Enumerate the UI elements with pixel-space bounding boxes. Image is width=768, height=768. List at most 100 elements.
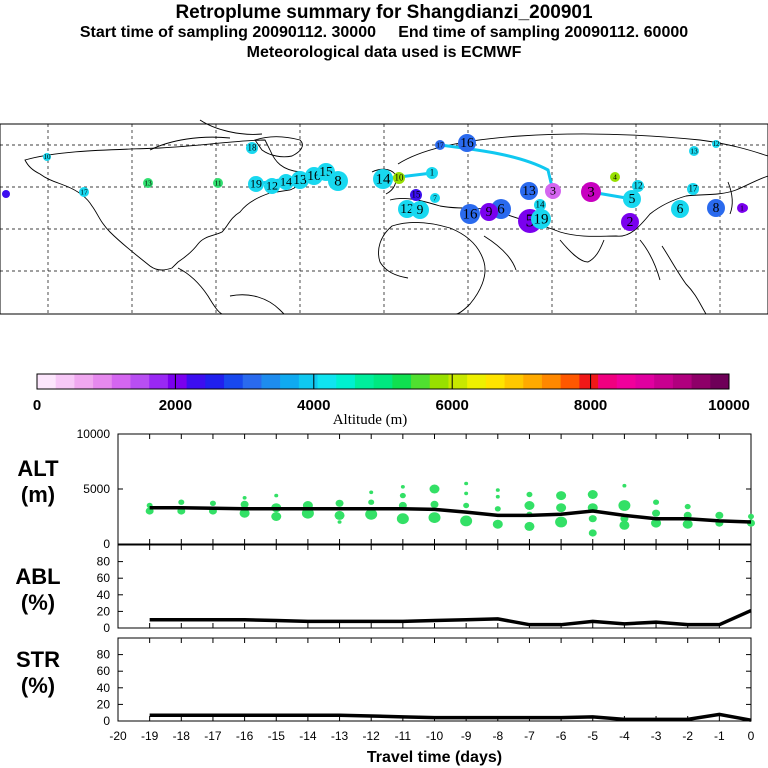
colorbar-swatch (317, 374, 337, 389)
x-tick-label: -14 (299, 729, 317, 743)
alt-point (464, 491, 469, 496)
alt-point (400, 485, 405, 489)
alt-point (682, 519, 693, 529)
plume-label: 9 (486, 204, 493, 219)
plume-label: 13 (690, 146, 698, 155)
x-tick-label: -9 (461, 729, 472, 743)
plume-marker (687, 183, 699, 195)
colorbar-swatch (672, 374, 693, 389)
plume-label: 6 (497, 202, 505, 218)
plume-marker (328, 171, 348, 191)
plume-label: 16 (460, 135, 474, 150)
alt-point (622, 483, 627, 488)
x-tick-label: -15 (268, 729, 286, 743)
x-tick-label: -4 (619, 729, 630, 743)
plume-label: 14 (536, 200, 546, 210)
plume-label: 15 (412, 190, 422, 200)
colorbar-swatch (167, 374, 188, 389)
alt-point (365, 508, 378, 520)
plume-marker (2, 190, 10, 198)
alt-point (524, 521, 535, 531)
plume-label: 1 (740, 203, 744, 212)
colorbar-swatch (504, 374, 524, 389)
alt-point (335, 499, 344, 507)
colorbar-swatch (635, 374, 655, 389)
plume-marker (707, 199, 725, 217)
x-tick-label: 0 (748, 729, 755, 743)
panel-axis-label: (%) (21, 673, 55, 698)
colorbar-swatch (354, 374, 375, 389)
plume-label: 10 (44, 153, 52, 161)
alt-point (369, 490, 374, 495)
y-tick-label: 40 (97, 681, 111, 695)
y-tick-label: 40 (97, 588, 111, 602)
alt-point (556, 503, 567, 513)
colorbar-tick-label: 0 (33, 397, 41, 414)
plume-label: 17 (436, 140, 444, 149)
southeast-asia-outline (639, 239, 707, 315)
alt-point (274, 493, 279, 498)
alt-point (396, 513, 409, 525)
y-tick-label: 80 (97, 555, 111, 569)
colorbar-swatch (448, 374, 468, 389)
colorbar-swatch (74, 374, 94, 389)
colorbar-swatch (485, 374, 506, 389)
alt-mean-line (149, 505, 752, 524)
alt-point (271, 512, 282, 521)
alt-point (495, 488, 500, 492)
x-tick-label: -12 (363, 729, 381, 743)
plume-marker (410, 189, 422, 201)
alt-point (492, 519, 503, 529)
plume-marker (480, 203, 498, 221)
y-tick-label: 60 (97, 571, 111, 585)
panel-frame (117, 544, 752, 629)
plume-marker (43, 153, 51, 161)
colorbar-tick-label: 6000 (436, 397, 469, 414)
alt-point (368, 499, 375, 505)
y-tick-label: 80 (97, 648, 111, 662)
alt-point (430, 500, 439, 508)
colorbar-swatch (261, 374, 281, 389)
plume-label: 7 (433, 193, 437, 202)
colorbar-swatch (336, 374, 356, 389)
colorbar-swatch (411, 374, 431, 389)
plume-label: 13 (144, 178, 152, 187)
x-tick-label: -13 (331, 729, 349, 743)
plume-label: 16 (463, 207, 479, 223)
colorbar-swatch (691, 374, 711, 389)
plume-label: 13 (293, 172, 307, 187)
plume-label: 12 (400, 201, 414, 216)
alt-point (239, 508, 250, 518)
met-data-line: Meteorological data used is ECMWF (246, 44, 522, 61)
colorbar-swatch (598, 374, 618, 389)
y-tick-label: 60 (97, 664, 111, 678)
colorbar-swatch (579, 374, 599, 389)
panel-axis-label: (m) (21, 482, 55, 507)
map-frame (0, 123, 768, 315)
plume-marker (213, 178, 223, 188)
plume-marker (623, 190, 641, 208)
alt-point (399, 492, 406, 499)
alt-point (652, 509, 661, 517)
alt-point (555, 516, 568, 528)
plume-marker (458, 134, 476, 152)
x-tick-label: -10 (426, 729, 444, 743)
plume-marker (545, 183, 561, 199)
colorbar-swatch (429, 374, 449, 389)
colorbar-swatch (373, 374, 393, 389)
x-tick-label: -1 (714, 729, 725, 743)
altitude-colorbar: 0 2000 4000 6000 8000 10000 (33, 373, 750, 414)
plume-marker (712, 140, 720, 148)
panel-axis-label: ALT (17, 456, 59, 481)
x-tick-label: -11 (395, 729, 412, 743)
plume-label: 19 (250, 177, 262, 191)
plume-marker (426, 167, 438, 179)
panel-axis-label: ABL (15, 564, 60, 589)
africa-outline (378, 221, 486, 315)
plume-marker (264, 178, 280, 194)
plume-label: 17 (689, 184, 699, 194)
alt-point (337, 520, 342, 524)
str-line (149, 712, 752, 722)
y-tick-label: 0 (103, 714, 110, 728)
alt-point (334, 510, 345, 520)
